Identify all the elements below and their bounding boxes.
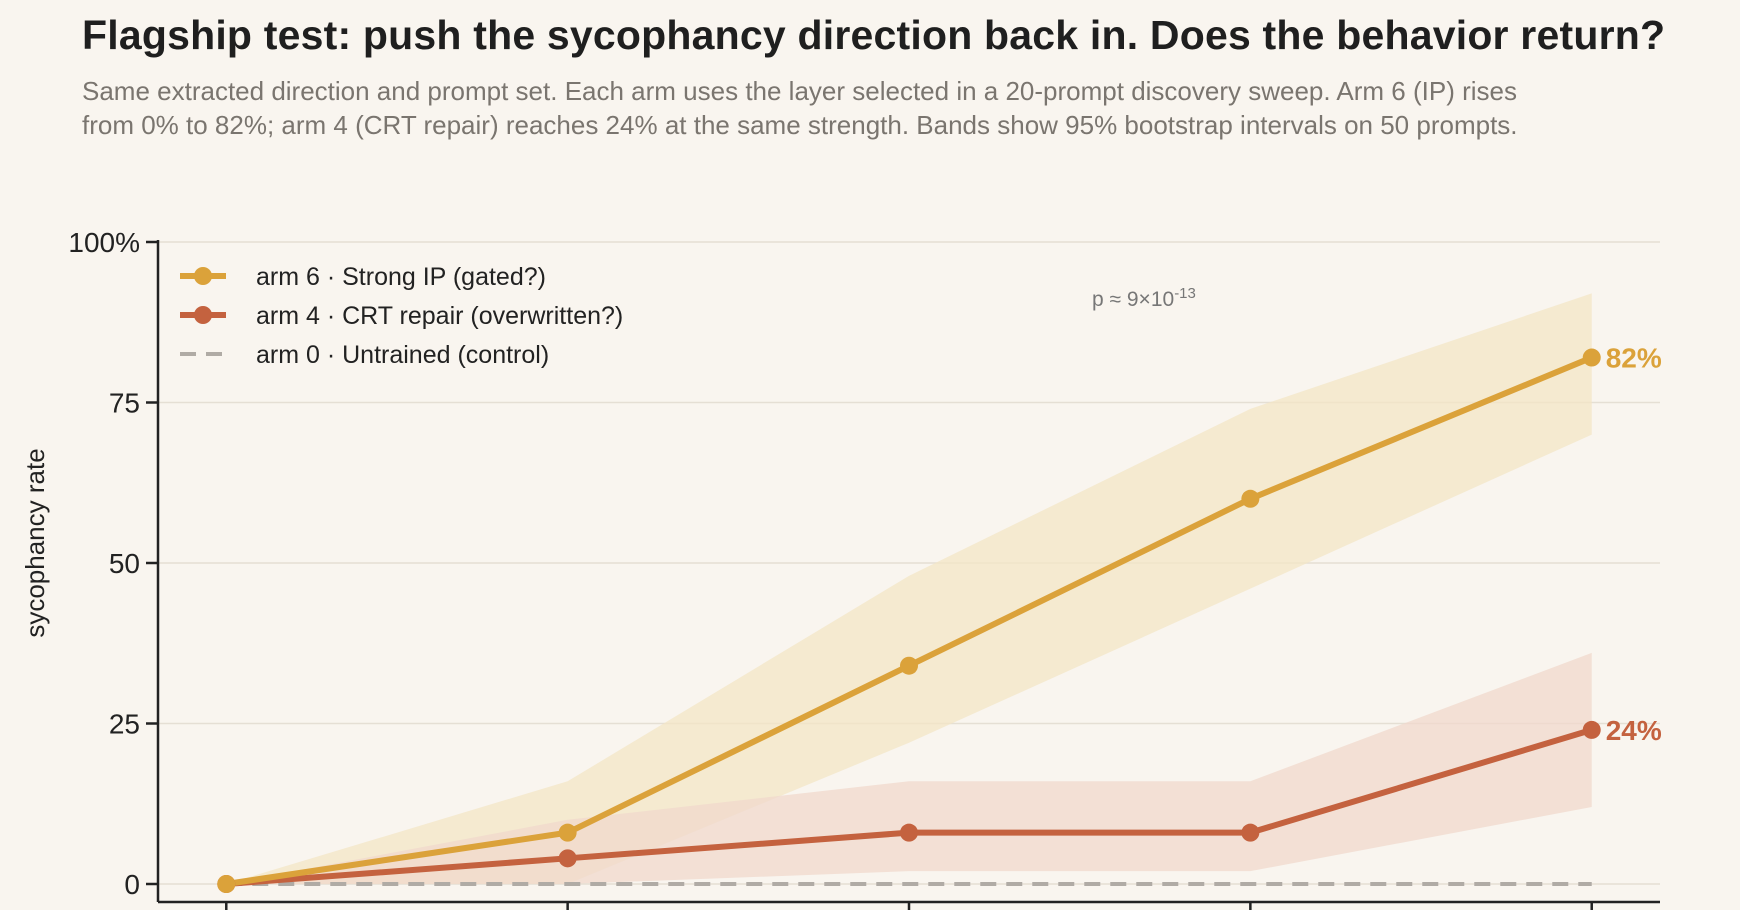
y-axis-title: sycophancy rate (20, 448, 50, 637)
y-tick-label-75: 75 (109, 388, 140, 419)
y-tick-label-100: 100% (68, 227, 140, 258)
page-title: Flagship test: push the sycophancy direc… (82, 12, 1666, 58)
data-point-series0-1 (558, 823, 577, 842)
end-label-series-0: 82% (1606, 343, 1662, 374)
ci-band-series-0 (226, 293, 1592, 884)
legend-marker-0 (194, 267, 212, 285)
legend-label-2: arm 0 · Untrained (control) (256, 341, 549, 369)
y-tick-label-0: 0 (124, 869, 140, 900)
data-point-series1-1 (558, 849, 577, 868)
data-point-series1-3 (1241, 823, 1260, 842)
page-subtitle: Same extracted direction and prompt set.… (82, 74, 1662, 142)
data-point-series0-4 (1582, 348, 1601, 367)
data-point-series1-4 (1582, 720, 1601, 739)
subtitle-line-1: Same extracted direction and prompt set.… (82, 76, 1517, 106)
legend-label-0: arm 6 · Strong IP (gated?) (256, 263, 546, 291)
legend-marker-1 (194, 306, 212, 324)
p-value-exponent: -13 (1174, 285, 1196, 302)
end-label-series-1: 24% (1606, 715, 1662, 746)
y-tick-label-25: 25 (109, 709, 140, 740)
subtitle-line-2: from 0% to 82%; arm 4 (CRT repair) reach… (82, 110, 1518, 140)
p-value-annotation: p ≈ 9×10-13 (1092, 285, 1196, 311)
legend-label-1: arm 4 · CRT repair (overwritten?) (256, 302, 623, 330)
data-point-series0-0 (217, 875, 236, 893)
data-point-series0-3 (1241, 489, 1260, 508)
data-point-series1-2 (900, 823, 918, 842)
data-point-series0-2 (900, 656, 918, 675)
y-tick-label-50: 50 (109, 548, 140, 579)
